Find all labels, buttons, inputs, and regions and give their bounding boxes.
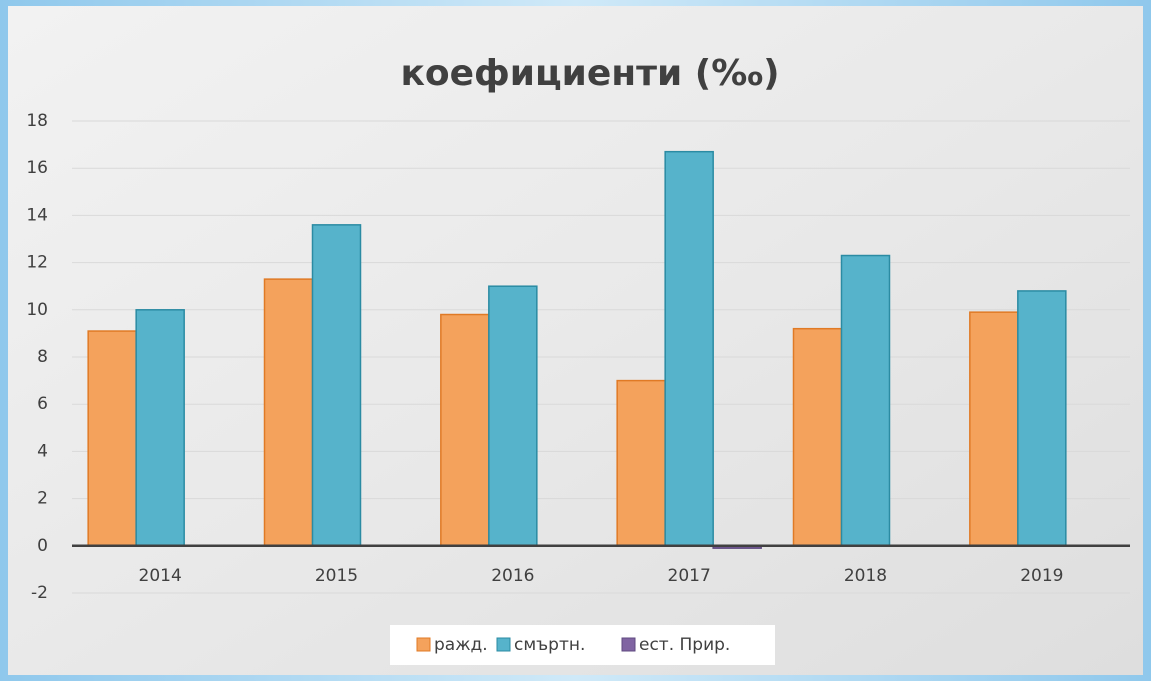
x-tick-label: 2019 — [1020, 566, 1063, 586]
legend-box — [390, 625, 775, 665]
bar — [969, 311, 1019, 547]
legend-label: смъртн. — [514, 635, 585, 655]
y-tick-label: 2 — [37, 489, 48, 509]
legend-label: ест. Прир. — [639, 635, 730, 655]
y-tick-label: 14 — [26, 205, 48, 225]
bar — [664, 150, 714, 547]
y-tick-label: 0 — [37, 536, 48, 556]
x-tick-label: 2017 — [668, 566, 711, 586]
y-tick-label: 16 — [26, 158, 48, 178]
y-tick-label: 10 — [26, 300, 48, 320]
y-tick-label: 4 — [37, 441, 48, 461]
y-tick-label: 8 — [37, 347, 48, 367]
y-tick-label: -2 — [31, 583, 48, 603]
y-tick-label: 12 — [26, 253, 48, 273]
bar — [135, 309, 185, 547]
x-tick-label: 2016 — [491, 566, 534, 586]
bar — [840, 254, 891, 547]
bar — [488, 285, 538, 547]
x-tick-label: 2014 — [139, 566, 182, 586]
chart-area — [8, 6, 1143, 675]
bar — [87, 330, 137, 547]
bar — [792, 327, 843, 547]
bar — [311, 224, 362, 547]
legend-swatch — [416, 637, 431, 652]
y-tick-label: 6 — [37, 394, 48, 414]
chart-title: коефициенти (‰) — [400, 53, 779, 94]
x-tick-label: 2015 — [315, 566, 358, 586]
legend-label: ражд. — [434, 635, 488, 655]
legend-swatch — [621, 637, 636, 652]
x-tick-label: 2018 — [844, 566, 887, 586]
legend-swatch — [496, 637, 511, 652]
legend: ражд. смъртн. ест. Прир. — [416, 635, 730, 655]
bar — [440, 313, 490, 547]
bar — [263, 278, 314, 547]
bar — [616, 379, 666, 547]
y-tick-label: 18 — [26, 111, 48, 131]
bar — [1017, 290, 1067, 547]
